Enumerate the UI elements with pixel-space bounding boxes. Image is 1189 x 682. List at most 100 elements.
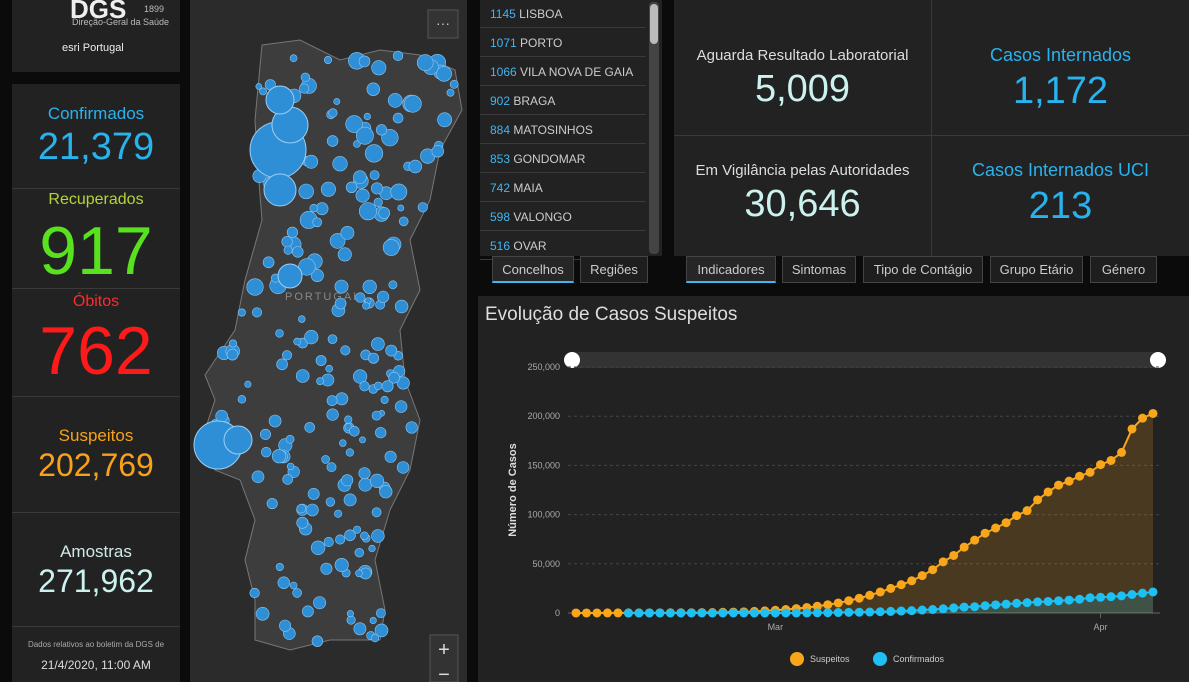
map-bubble[interactable] [384, 450, 397, 463]
map-bubble[interactable] [387, 93, 403, 108]
map-bubble[interactable] [324, 55, 333, 64]
scrollbar[interactable] [649, 2, 659, 254]
map-bubble[interactable] [251, 470, 265, 484]
map-bubble[interactable] [368, 544, 376, 553]
map-bubble[interactable] [334, 297, 347, 310]
list-row[interactable]: 902 BRAGA [480, 87, 646, 115]
map-bubble[interactable] [371, 529, 385, 543]
map-bubble[interactable] [345, 115, 363, 133]
map-bubble[interactable] [326, 135, 339, 147]
map-bubble[interactable] [364, 144, 384, 163]
map-bubble[interactable] [334, 279, 349, 294]
map-bubble[interactable] [326, 395, 338, 406]
map-bubble[interactable] [329, 233, 346, 249]
map-bubble[interactable] [355, 188, 370, 203]
map-bubble[interactable] [323, 536, 334, 547]
map-bubble[interactable] [346, 615, 356, 625]
map-bubble[interactable] [286, 462, 295, 471]
map-bubble[interactable] [355, 126, 374, 145]
map-bubble[interactable] [340, 345, 351, 356]
map-bubble[interactable] [417, 202, 428, 213]
map-bubble[interactable] [333, 98, 341, 105]
list-row[interactable]: 1066 VILA NOVA DE GAIA [480, 58, 646, 86]
map-bubble[interactable] [326, 408, 339, 421]
map-bubble[interactable] [279, 619, 292, 632]
map-bubble[interactable] [388, 371, 400, 384]
map-bubble[interactable] [296, 516, 309, 529]
map-bubble[interactable] [344, 529, 356, 542]
tab[interactable]: Grupo Etário [990, 256, 1083, 283]
map-bubble[interactable] [359, 381, 370, 392]
map-bubble[interactable] [304, 422, 315, 433]
map-bubble[interactable] [380, 395, 389, 404]
map-bubble[interactable] [310, 540, 326, 555]
tab[interactable]: Regiões [580, 256, 648, 283]
map-bubble[interactable] [396, 376, 410, 390]
map-bubble[interactable] [354, 547, 365, 558]
map-bubble[interactable] [353, 622, 367, 636]
map-bubble[interactable] [334, 509, 343, 518]
map-bubble[interactable] [408, 159, 423, 174]
map-bubble[interactable] [374, 381, 383, 391]
map-bubble[interactable] [363, 112, 371, 121]
map-bubble[interactable] [281, 236, 293, 248]
map-bubble[interactable] [295, 369, 310, 383]
menu-button[interactable] [427, 9, 459, 39]
map-bubble[interactable] [353, 170, 367, 184]
list-row[interactable]: 1071 PORTO [480, 29, 646, 57]
map-bubble[interactable] [344, 415, 353, 424]
map-bubble[interactable] [312, 217, 322, 228]
map-bubble[interactable] [355, 292, 366, 303]
map-bubble[interactable] [378, 207, 391, 219]
map-bubble[interactable] [277, 263, 303, 289]
map-bubble[interactable] [262, 256, 275, 269]
map-bubble[interactable] [246, 278, 264, 296]
map-bubble[interactable] [368, 352, 380, 364]
map-bubble[interactable] [446, 88, 455, 97]
map-bubble[interactable] [390, 183, 408, 201]
map-bubble[interactable] [251, 307, 262, 318]
map-bubble[interactable] [334, 557, 349, 572]
map-bubble[interactable] [371, 410, 382, 421]
map-bubble[interactable] [339, 439, 347, 447]
menu-icon[interactable]: ··· [436, 15, 450, 31]
map-bubble[interactable] [431, 145, 445, 158]
map-bubble[interactable] [275, 562, 284, 571]
map-bubble[interactable] [355, 569, 363, 578]
zoom-out[interactable]: − [438, 664, 450, 682]
map-bubble[interactable] [275, 329, 284, 338]
list-row[interactable]: 853 GONDOMAR [480, 145, 646, 173]
map-bubble[interactable] [244, 380, 252, 388]
map-bubble[interactable] [398, 216, 409, 227]
map-bubble[interactable] [321, 455, 330, 464]
map-bubble[interactable] [371, 337, 385, 351]
map-bubble[interactable] [332, 156, 348, 172]
zoom-in[interactable]: + [438, 639, 450, 661]
map-bubble[interactable] [343, 493, 357, 507]
map-bubble[interactable] [375, 427, 387, 439]
map-bubble[interactable] [349, 425, 360, 437]
map-bubble[interactable] [392, 112, 404, 124]
map-bubble[interactable] [358, 467, 371, 480]
map-bubble[interactable] [335, 392, 349, 406]
list-row[interactable]: 884 MATOSINHOS [480, 116, 646, 144]
map-bubble[interactable] [255, 83, 263, 90]
map-bubble[interactable] [381, 129, 399, 147]
map-bubble[interactable] [371, 507, 382, 518]
tab[interactable]: Tipo de Contágio [863, 256, 983, 283]
map-bubble[interactable] [237, 395, 247, 404]
map-bubble[interactable] [353, 140, 361, 148]
map-bubble[interactable] [449, 79, 459, 89]
map-bubble[interactable] [292, 588, 302, 598]
tab[interactable]: Concelhos [492, 256, 574, 283]
map-bubble[interactable] [353, 525, 362, 534]
map-bubble[interactable] [353, 369, 368, 384]
map-bubble[interactable] [341, 474, 354, 487]
map-bubble[interactable] [265, 85, 295, 115]
map-bubble[interactable] [263, 173, 297, 207]
map-bubble[interactable] [325, 497, 336, 507]
map-bubble[interactable] [335, 534, 346, 545]
map-bubble[interactable] [300, 72, 311, 83]
map-bubble[interactable] [266, 498, 278, 510]
map-bubble[interactable] [311, 635, 324, 647]
